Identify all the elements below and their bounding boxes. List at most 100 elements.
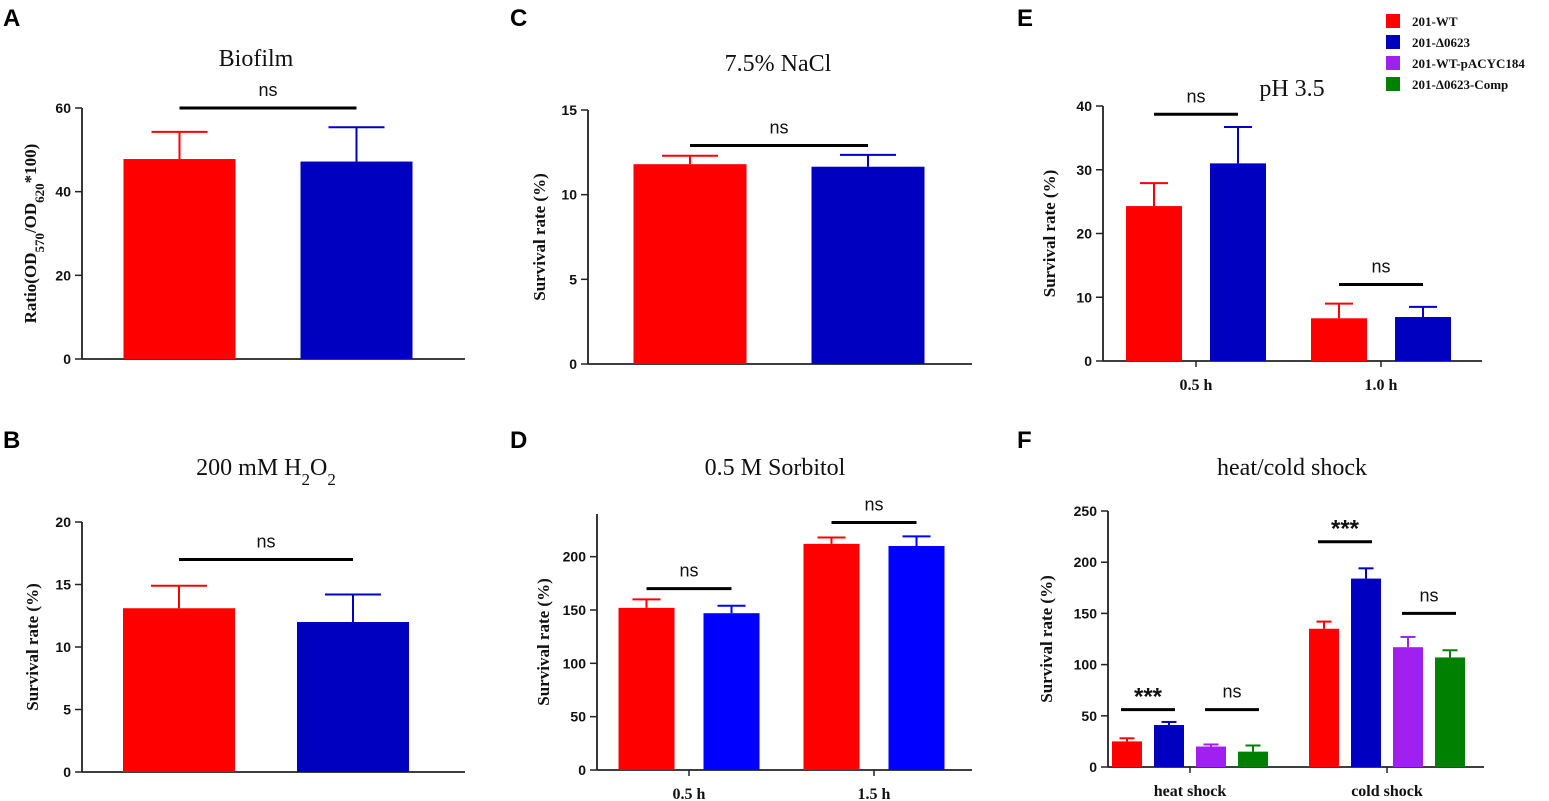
legend-label: 201-Δ0623-Comp xyxy=(1412,77,1508,92)
y-tick-label: 10 xyxy=(561,187,577,203)
bar xyxy=(803,543,860,770)
panel-letter: F xyxy=(1017,427,1032,454)
legend-label: 201-WT xyxy=(1412,14,1458,29)
panel-letter: C xyxy=(510,5,527,32)
chart-title: 200 mM H2O2 xyxy=(196,455,336,489)
bar xyxy=(633,164,747,364)
bar xyxy=(703,613,760,770)
text-span: Ratio(OD xyxy=(21,253,40,324)
x-tick-label: cold shock xyxy=(1351,783,1423,800)
text-span: O xyxy=(310,455,327,481)
y-axis-label: Ratio(OD570/OD620*100) xyxy=(21,144,47,324)
y-axis-label: Survival rate (%) xyxy=(530,173,549,300)
y-tick-label: 60 xyxy=(55,100,71,116)
y-tick-label: 5 xyxy=(569,271,577,287)
significance-label: *** xyxy=(1331,516,1360,543)
bar xyxy=(1196,746,1226,767)
panel-a: A Biofilm Ratio(OD570/OD620*100) 0 20 40 60 ns xyxy=(3,5,465,367)
subscript: 620 xyxy=(32,183,47,203)
y-axis-label: Survival rate (%) xyxy=(1040,170,1059,297)
y-tick-label: 200 xyxy=(563,549,587,565)
subscript: 2 xyxy=(302,470,311,489)
bar xyxy=(811,166,925,364)
y-tick-label: 20 xyxy=(55,267,71,283)
bar xyxy=(888,546,945,770)
bar xyxy=(1126,206,1182,361)
bar xyxy=(1435,657,1465,767)
legend-label: 201-Δ0623 xyxy=(1412,35,1470,50)
subscript: 2 xyxy=(327,470,336,489)
significance-label: ns xyxy=(1419,585,1438,605)
x-tick-label: heat shock xyxy=(1154,783,1227,800)
significance-label: ns xyxy=(1222,682,1241,702)
legend-swatch xyxy=(1386,77,1400,91)
y-tick-label: 0 xyxy=(569,356,577,372)
panel-c: C 7.5% NaCl Survival rate (%) 0 5 10 15 ns xyxy=(510,5,972,372)
y-axis-label: Survival rate (%) xyxy=(1037,575,1056,702)
chart-title: 0.5 M Sorbitol xyxy=(705,455,846,481)
bar xyxy=(618,607,675,770)
legend-label: 201-WT-pACYC184 xyxy=(1412,56,1525,71)
y-tick-label: 100 xyxy=(563,655,587,671)
y-tick-label: 50 xyxy=(1081,708,1097,724)
chart-title: Biofilm xyxy=(219,46,294,72)
bar xyxy=(297,622,409,772)
y-tick-label: 15 xyxy=(55,577,71,593)
bar xyxy=(123,159,236,359)
legend-swatch xyxy=(1386,35,1400,49)
legend-swatch xyxy=(1386,56,1400,70)
chart-title: 7.5% NaCl xyxy=(725,51,832,77)
y-tick-label: 30 xyxy=(1076,162,1092,178)
y-tick-label: 50 xyxy=(570,709,586,725)
y-tick-label: 5 xyxy=(63,702,71,718)
y-tick-label: 250 xyxy=(1074,503,1098,519)
panel-letter: D xyxy=(510,427,527,454)
x-tick-label: 1.0 h xyxy=(1365,377,1398,394)
bar xyxy=(123,608,235,772)
significance-label: ns xyxy=(1371,257,1390,277)
legend: 201-WT 201-Δ0623 201-WT-pACYC184 201-Δ0623-… xyxy=(1386,14,1525,92)
significance-label: *** xyxy=(1134,684,1163,711)
bar xyxy=(1112,741,1142,767)
panel-letter: A xyxy=(3,5,20,32)
y-tick-label: 20 xyxy=(1076,226,1092,242)
y-tick-label: 40 xyxy=(55,184,71,200)
y-tick-label: 15 xyxy=(561,102,577,118)
y-tick-label: 10 xyxy=(55,639,71,655)
y-axis-label: Survival rate (%) xyxy=(534,578,553,705)
y-axis-label: Survival rate (%) xyxy=(23,583,42,710)
y-tick-label: 0 xyxy=(63,351,71,367)
y-tick-label: 10 xyxy=(1076,289,1092,305)
subscript: 570 xyxy=(32,233,47,253)
bar xyxy=(1210,163,1266,361)
x-tick-label: 0.5 h xyxy=(1180,377,1213,394)
chart-title: heat/cold shock xyxy=(1217,455,1367,481)
text-span: /OD xyxy=(21,203,40,234)
y-tick-label: 0 xyxy=(1089,759,1097,775)
y-tick-label: 100 xyxy=(1074,657,1098,673)
bar xyxy=(1154,725,1184,767)
y-tick-label: 150 xyxy=(563,602,587,618)
bar xyxy=(1311,318,1367,361)
legend-swatch xyxy=(1386,14,1400,28)
significance-label: ns xyxy=(769,118,788,138)
y-tick-label: 150 xyxy=(1074,605,1098,621)
bar xyxy=(1393,647,1423,767)
x-tick-label: 1.5 h xyxy=(858,786,891,801)
chart-title: pH 3.5 xyxy=(1259,76,1324,102)
panel-d: D 0.5 M Sorbitol Survival rate (%) 0 50 100 15… xyxy=(510,427,972,801)
bar xyxy=(1351,578,1381,767)
y-tick-label: 20 xyxy=(55,514,71,530)
significance-label: ns xyxy=(258,80,277,100)
y-tick-label: 40 xyxy=(1076,98,1092,114)
y-tick-label: 0 xyxy=(63,764,71,780)
bar xyxy=(1395,317,1451,361)
x-tick-label: 0.5 h xyxy=(673,786,706,801)
significance-label: ns xyxy=(679,561,698,581)
y-tick-label: 0 xyxy=(1084,353,1092,369)
bar xyxy=(1238,751,1268,767)
panel-letter: B xyxy=(3,427,20,454)
text-span: *100) xyxy=(21,144,40,184)
